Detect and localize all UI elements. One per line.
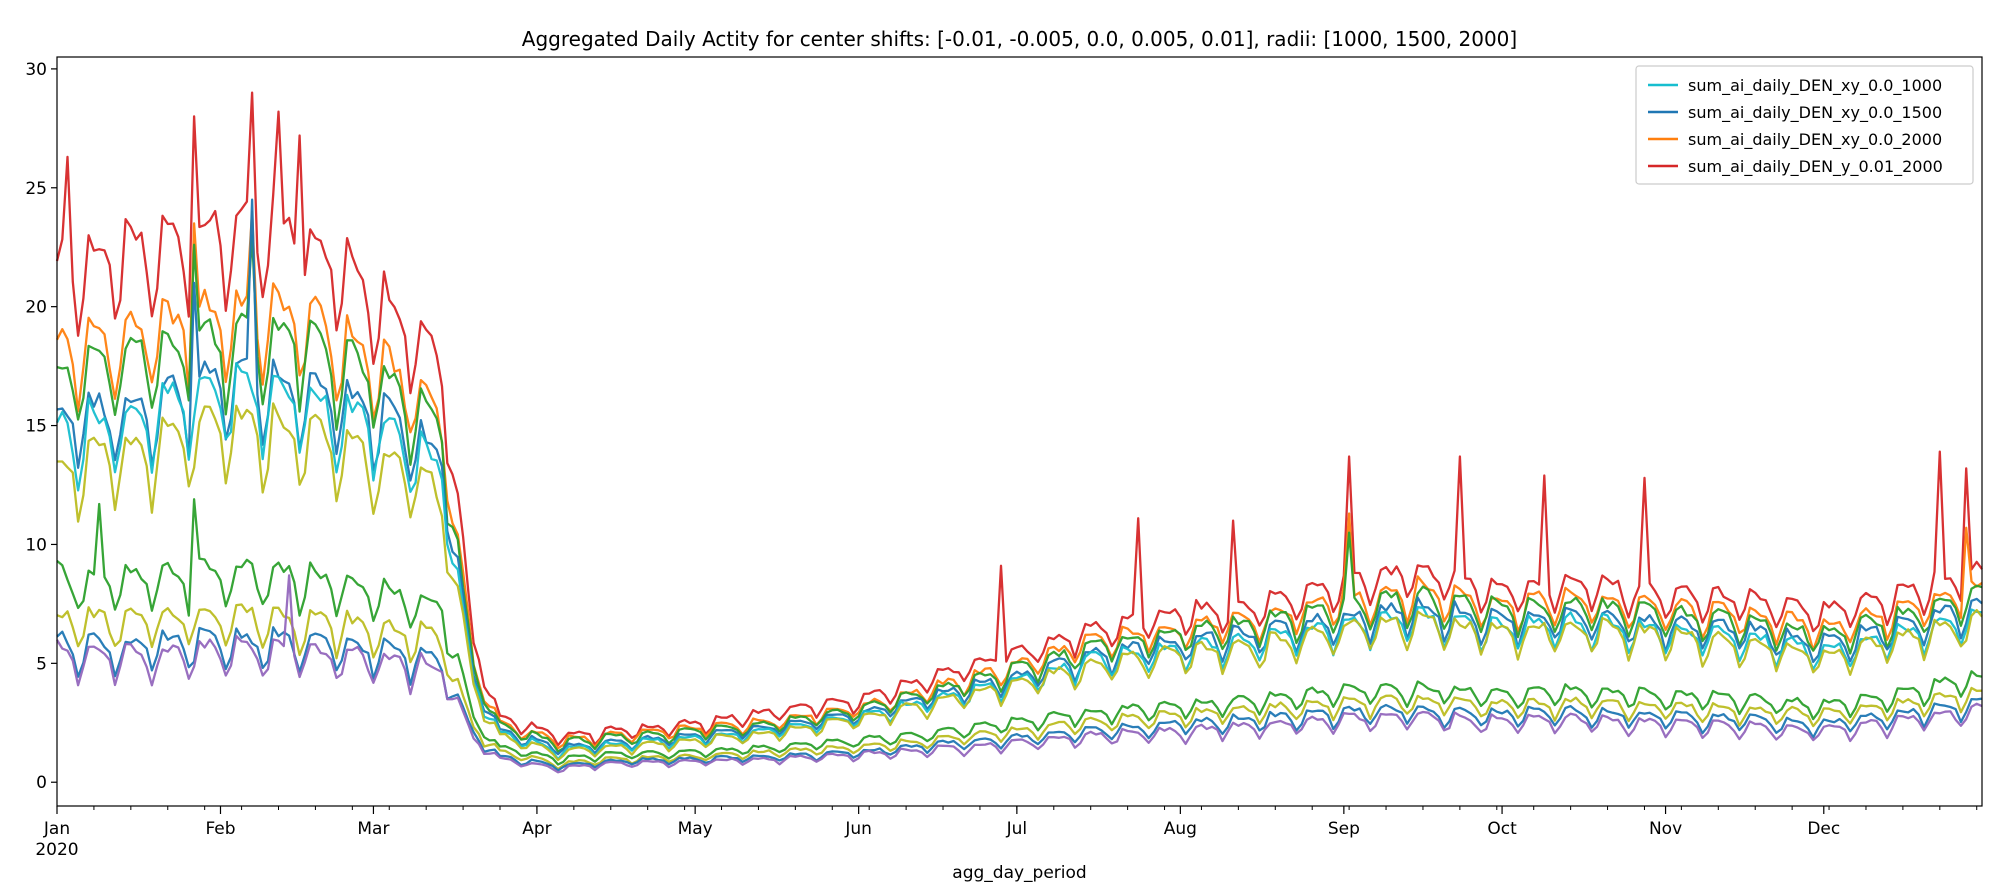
x-axis-title: agg_day_period	[952, 863, 1086, 883]
series-line	[56, 234, 1983, 753]
x-tick-label: Dec	[1807, 819, 1840, 839]
series-line	[56, 574, 1983, 774]
legend-label: sum_ai_daily_DEN_y_0.01_2000	[1688, 157, 1943, 177]
y-tick-label: 25	[25, 179, 47, 199]
x-tick-label: Jun	[844, 819, 872, 839]
plot-frame	[56, 56, 1983, 807]
legend-label: sum_ai_daily_DEN_xy_0.0_1500	[1688, 103, 1942, 123]
legend-box	[1635, 65, 1974, 185]
x-tick-label: Jul	[1006, 819, 1028, 839]
y-tick-label: 20	[25, 298, 47, 318]
y-tick-label: 5	[36, 654, 47, 674]
x-tick-label: Feb	[205, 819, 235, 839]
legend-label: sum_ai_daily_DEN_xy_0.0_2000	[1688, 130, 1942, 150]
x-tick-label: Mar	[357, 819, 389, 839]
legend-label: sum_ai_daily_DEN_xy_0.0_1000	[1688, 76, 1942, 96]
series-line	[56, 603, 1983, 771]
y-tick-label: 10	[25, 535, 47, 555]
x-tick-label: Oct	[1487, 819, 1517, 839]
x-tick-sublabel: 2020	[35, 840, 78, 860]
series-line	[55, 91, 1983, 747]
x-tick-label: Jan	[43, 819, 70, 839]
chart-title: Aggregated Daily Actity for center shift…	[522, 27, 1517, 51]
x-tick-label: Apr	[522, 819, 551, 839]
x-tick-label: Sep	[1328, 819, 1360, 839]
legend[interactable]: sum_ai_daily_DEN_xy_0.0_1000 sum_ai_daily…	[1635, 65, 1974, 185]
series-line	[56, 498, 1983, 766]
x-tick-label: May	[678, 819, 713, 839]
y-tick-label: 15	[25, 417, 47, 437]
x-tick-label: Nov	[1649, 819, 1682, 839]
series-line	[56, 626, 1983, 772]
series-line	[57, 402, 1983, 762]
series-layer	[55, 91, 1983, 774]
y-tick-label: 30	[25, 60, 47, 80]
y-tick-label: 0	[36, 773, 47, 793]
x-tick-label: Aug	[1164, 819, 1197, 839]
